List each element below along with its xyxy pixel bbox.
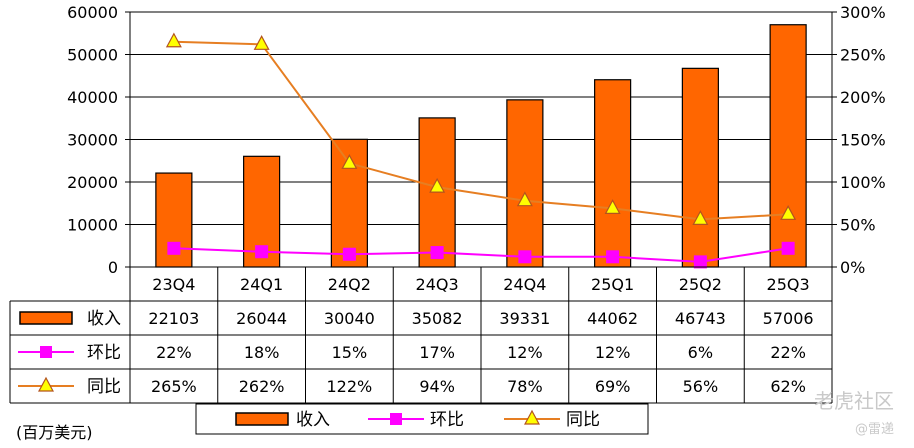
- revenue-bar: [681, 67, 719, 268]
- row-header-label: 环比: [87, 343, 121, 363]
- revenue-bar: [506, 99, 544, 268]
- data-label: 62%: [770, 377, 806, 396]
- legend-marker-swatch: [523, 409, 541, 425]
- x-tick-label: 24Q2: [328, 275, 371, 294]
- mom-growth-point: [255, 245, 269, 259]
- mom-growth-point: [167, 241, 181, 255]
- yoy-growth-point: [253, 35, 270, 50]
- y-right-tick-label: 150%: [840, 131, 886, 150]
- data-label: 30040: [324, 309, 375, 328]
- y-left-tick-label: 60000: [67, 3, 118, 22]
- watermark-text: 老虎社区: [814, 389, 894, 413]
- unit-label: (百万美元): [16, 423, 93, 442]
- y-right-tick-label: 200%: [840, 88, 886, 107]
- mom-growth-point: [342, 247, 356, 261]
- mom-growth-line: [173, 247, 789, 263]
- y-left-tick-label: 20000: [67, 173, 118, 192]
- data-label: 122%: [327, 377, 373, 396]
- y-right-tick-label: 50%: [840, 216, 876, 235]
- row-header-marker-swatch: [37, 376, 55, 392]
- data-label: 265%: [151, 377, 197, 396]
- data-label: 12%: [595, 343, 631, 362]
- yoy-growth-point: [516, 191, 533, 207]
- mom-growth-point: [781, 241, 795, 255]
- legend-marker-swatch: [390, 413, 402, 425]
- legend-label: 同比: [566, 410, 600, 430]
- data-label: 22%: [156, 343, 192, 362]
- yoy-growth-point: [165, 32, 182, 48]
- y-right-tick-label: 250%: [840, 46, 886, 65]
- data-label: 56%: [683, 377, 719, 396]
- yoy-growth-point: [780, 205, 797, 220]
- data-label: 94%: [419, 377, 455, 396]
- data-label: 78%: [507, 377, 543, 396]
- yoy-growth-point: [692, 210, 709, 225]
- y-left-tick-label: 40000: [67, 88, 118, 107]
- mom-growth-point: [430, 246, 444, 260]
- data-label: 262%: [239, 377, 285, 396]
- data-label: 15%: [332, 343, 368, 362]
- yoy-growth-point: [341, 154, 358, 169]
- row-header-label: 同比: [87, 377, 121, 397]
- y-right-tick-label: 100%: [840, 173, 886, 192]
- legend-swatch: [235, 412, 289, 426]
- x-tick-label: 25Q1: [591, 275, 634, 294]
- mom-growth-point: [518, 250, 532, 264]
- data-label: 69%: [595, 377, 631, 396]
- x-tick-label: 24Q1: [240, 275, 283, 294]
- data-label: 26044: [236, 309, 287, 328]
- x-tick-label: 25Q3: [767, 275, 810, 294]
- mom-growth-point: [606, 250, 620, 264]
- data-label: 17%: [419, 343, 455, 362]
- row-header-marker-swatch: [40, 346, 52, 358]
- data-label: 18%: [244, 343, 280, 362]
- mom-growth-point: [693, 255, 707, 269]
- revenue-bar: [594, 79, 632, 268]
- x-tick-label: 25Q2: [679, 275, 722, 294]
- x-tick-label: 23Q4: [152, 275, 195, 294]
- data-label: 46743: [675, 309, 726, 328]
- legend-label: 收入: [296, 410, 330, 430]
- yoy-growth-point: [604, 199, 621, 214]
- legend-label: 环比: [430, 410, 464, 430]
- revenue-bar: [769, 24, 807, 268]
- row-header-swatch: [19, 311, 73, 325]
- data-label: 57006: [763, 309, 814, 328]
- yoy-growth-line: [173, 40, 789, 221]
- data-label: 35082: [412, 309, 463, 328]
- data-label: 22%: [770, 343, 806, 362]
- y-left-tick-label: 30000: [67, 131, 118, 150]
- y-right-tick-label: 0%: [840, 258, 865, 277]
- y-left-tick-label: 0: [108, 258, 118, 277]
- y-left-tick-label: 10000: [67, 216, 118, 235]
- row-header-label: 收入: [87, 309, 121, 329]
- data-label: 6%: [688, 343, 713, 362]
- y-left-tick-label: 50000: [67, 46, 118, 65]
- x-tick-label: 24Q3: [416, 275, 459, 294]
- data-label: 12%: [507, 343, 543, 362]
- y-right-tick-label: 300%: [840, 3, 886, 22]
- data-label: 22103: [148, 309, 199, 328]
- data-label: 44062: [587, 309, 638, 328]
- x-tick-label: 24Q4: [503, 275, 546, 294]
- data-label: 39331: [499, 309, 550, 328]
- yoy-growth-point: [429, 177, 446, 193]
- watermark-subtext: @雷递: [854, 422, 894, 437]
